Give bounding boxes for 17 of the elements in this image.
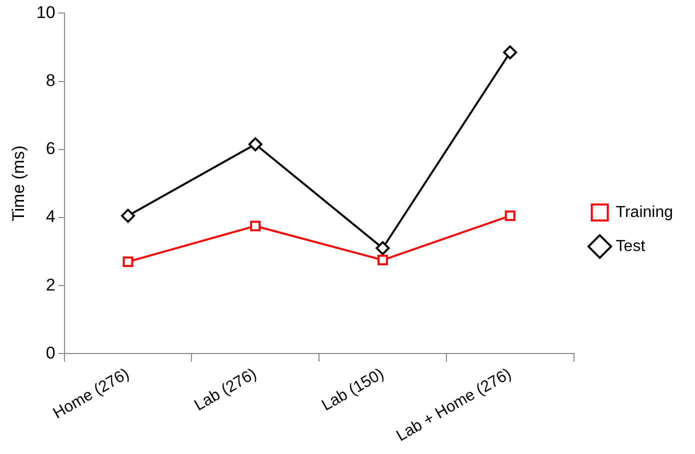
point (120, 208, 135, 223)
point (248, 137, 262, 152)
point (503, 45, 518, 60)
y-tick-label: 6 (46, 139, 56, 158)
y-tick-label: 2 (46, 275, 56, 294)
point (377, 254, 388, 266)
y-tick-label: 0 (46, 343, 56, 362)
point (504, 210, 516, 222)
y-tick-label: 4 (46, 207, 56, 226)
y-tick-label: 10 (36, 2, 56, 22)
point (122, 256, 134, 267)
y-axis-title: Time (ms) (8, 146, 28, 222)
point (250, 220, 261, 232)
legend-label: Test (616, 238, 646, 255)
point (376, 241, 390, 256)
legend-label: Training (616, 204, 674, 221)
y-tick-label: 8 (46, 70, 56, 90)
